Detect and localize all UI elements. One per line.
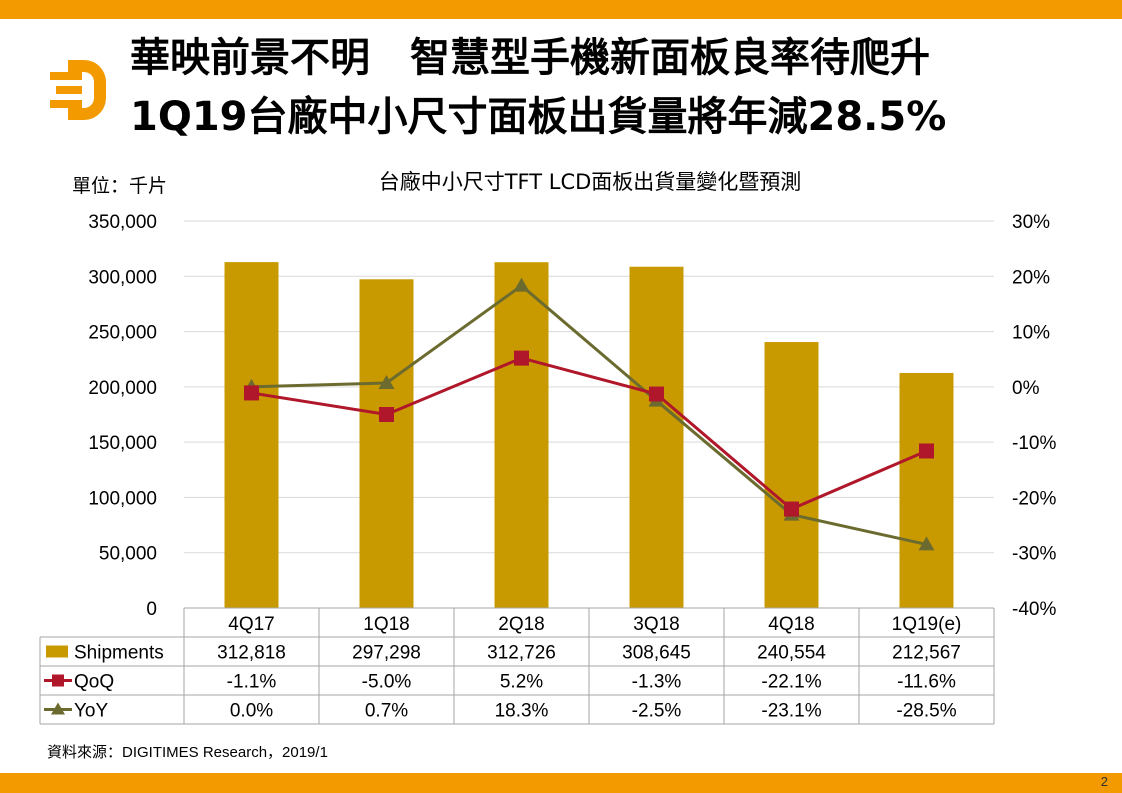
yoy-point	[513, 277, 530, 292]
page-title-line2: 1Q19台廠中小尺寸面板出貨量將年減28.5%	[130, 94, 947, 140]
qoq-data-label: -11.6%	[897, 672, 956, 693]
qoq-series-line	[251, 356, 928, 511]
yoy-series-line	[251, 283, 927, 546]
legend-shipments-swatch	[46, 645, 68, 658]
right-tick-label: 0%	[1012, 378, 1040, 399]
category-label: 4Q17	[228, 614, 274, 635]
left-tick-label: 0	[146, 599, 157, 620]
qoq-point	[784, 501, 799, 517]
right-tick-label: -20%	[1012, 488, 1056, 509]
shipments-data-label: 308,645	[622, 643, 691, 664]
page-title-line1: 華映前景不明 智慧型手機新面板良率待爬升	[130, 35, 930, 81]
yoy-point	[918, 536, 935, 551]
category-label: 1Q18	[363, 614, 409, 635]
right-tick-label: -30%	[1012, 544, 1056, 565]
yoy-data-label: 0.0%	[230, 701, 273, 722]
yoy-data-label: -2.5%	[632, 701, 682, 722]
shipments-data-label: 312,726	[487, 643, 556, 664]
left-tick-label: 350,000	[88, 212, 157, 233]
yoy-data-label: -28.5%	[896, 701, 956, 722]
right-tick-label: 10%	[1012, 323, 1050, 344]
bottom-accent-bar	[0, 773, 1122, 793]
qoq-point	[244, 385, 259, 401]
left-tick-label: 150,000	[88, 433, 157, 454]
page-number: 2	[1100, 774, 1108, 789]
chart-title: 台廠中小尺寸TFT LCD面板出貨量變化暨預測	[378, 170, 802, 194]
category-label: 1Q19(e)	[892, 614, 962, 635]
qoq-data-label: -1.3%	[632, 672, 682, 693]
legend-label-shipments: Shipments	[74, 643, 164, 664]
qoq-data-label: 5.2%	[500, 672, 543, 693]
shipments-data-label: 212,567	[892, 643, 961, 664]
qoq-data-label: -5.0%	[362, 672, 412, 693]
shipment-bar	[359, 279, 414, 608]
legend-qoq-marker	[52, 674, 64, 687]
shipment-bar	[494, 262, 549, 608]
yoy-data-label: -23.1%	[761, 701, 821, 722]
legend-label-qoq: QoQ	[74, 672, 114, 693]
qoq-point	[514, 350, 529, 366]
legend-yoy-marker	[51, 702, 65, 715]
right-tick-label: -40%	[1012, 599, 1056, 620]
left-tick-label: 50,000	[99, 544, 157, 565]
right-tick-label: -10%	[1012, 433, 1056, 454]
source-note: 資料來源：DIGITIMES Research，2019/1	[47, 744, 328, 761]
shipment-bar	[224, 262, 279, 608]
shipment-bar	[629, 266, 684, 608]
yoy-data-label: 0.7%	[365, 701, 408, 722]
unit-label: 單位：千片	[72, 175, 168, 197]
shipment-bar	[899, 372, 954, 608]
yoy-data-label: 18.3%	[495, 701, 549, 722]
qoq-point	[379, 407, 394, 422]
qoq-data-label: -22.1%	[761, 672, 821, 693]
yoy-point	[378, 374, 395, 389]
category-label: 2Q18	[498, 614, 544, 635]
shipment-bar	[764, 342, 819, 608]
left-tick-label: 100,000	[88, 488, 157, 509]
left-tick-label: 300,000	[88, 267, 157, 288]
left-tick-label: 200,000	[88, 378, 157, 399]
right-tick-label: 20%	[1012, 267, 1050, 288]
shipments-data-label: 312,818	[217, 643, 286, 664]
qoq-data-label: -1.1%	[227, 672, 277, 693]
legend-label-yoy: YoY	[74, 701, 108, 722]
qoq-point	[649, 386, 664, 402]
category-label: 4Q18	[768, 614, 814, 635]
qoq-point	[919, 443, 934, 459]
category-label: 3Q18	[633, 614, 679, 635]
right-tick-label: 30%	[1012, 212, 1050, 233]
shipments-data-label: 297,298	[352, 643, 421, 664]
digitimes-logo-icon	[50, 60, 106, 120]
shipments-data-label: 240,554	[757, 643, 826, 664]
top-accent-bar	[0, 0, 1122, 19]
left-tick-label: 250,000	[88, 323, 157, 344]
